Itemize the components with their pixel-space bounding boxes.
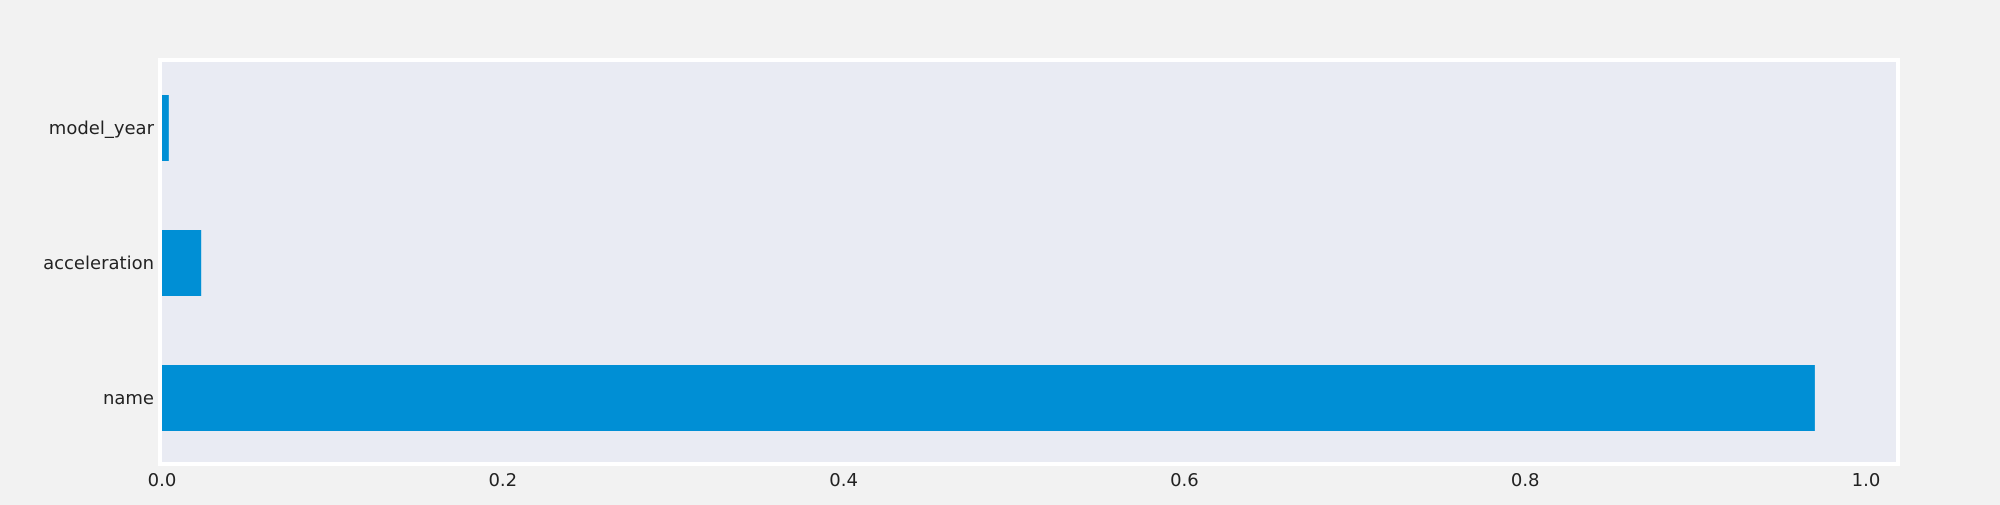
x-tick-label: 1.0: [1852, 470, 1881, 491]
y-tick-label: name: [103, 388, 154, 409]
x-tick-label: 0.2: [488, 470, 517, 491]
bars-group: [162, 95, 1815, 431]
bar-name: [162, 365, 1815, 431]
x-tick-label: 0.0: [148, 470, 177, 491]
y-tick-labels: name acceleration model_year: [43, 118, 154, 409]
x-tick-label: 0.4: [829, 470, 858, 491]
x-tick-labels: 0.0 0.2 0.4 0.6 0.8 1.0: [148, 470, 1881, 491]
x-tick-label: 0.8: [1511, 470, 1540, 491]
x-tick-label: 0.6: [1170, 470, 1199, 491]
bar-model-year: [162, 95, 169, 161]
y-tick-label: acceleration: [43, 253, 154, 274]
bar-acceleration: [162, 230, 202, 296]
y-tick-label: model_year: [49, 118, 155, 139]
